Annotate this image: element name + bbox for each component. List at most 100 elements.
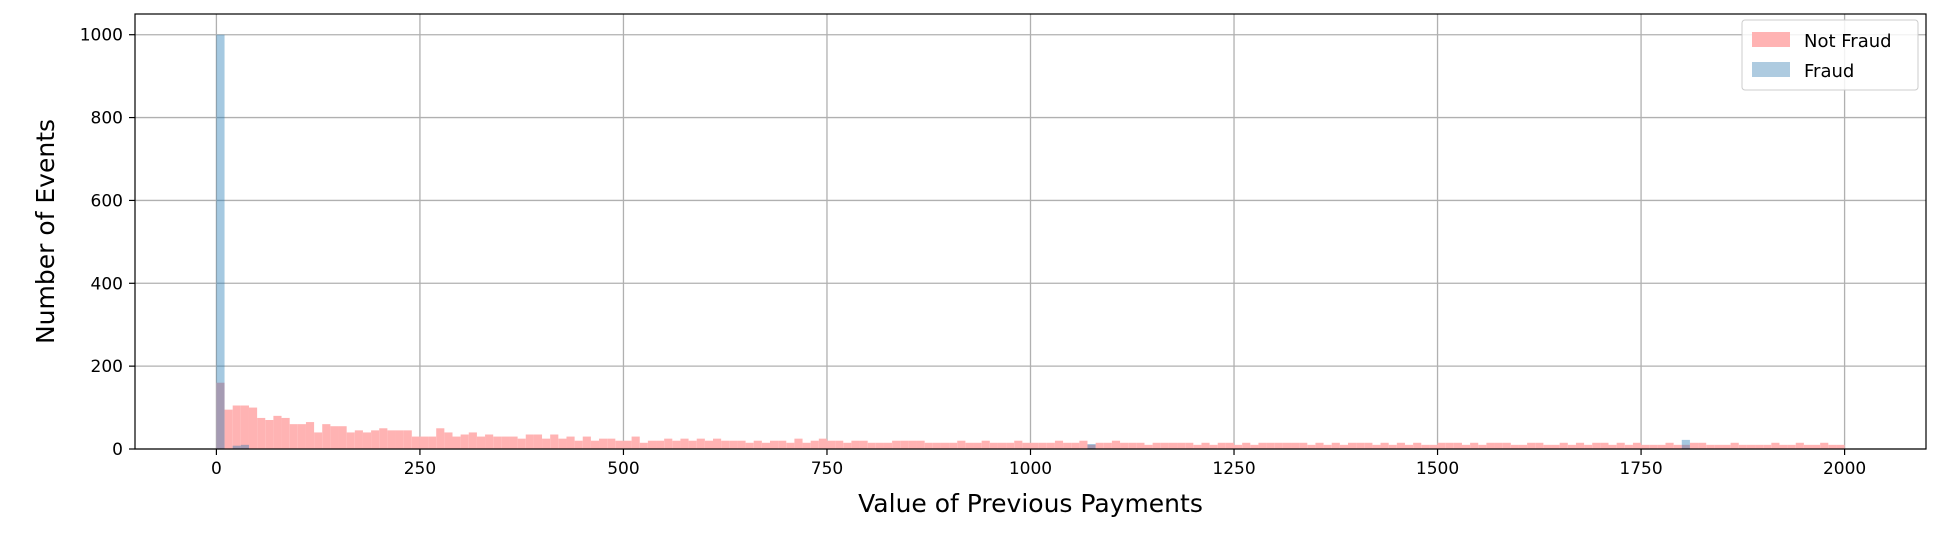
bar-not-fraud xyxy=(1812,444,1821,449)
bar-not-fraud xyxy=(965,442,974,449)
bar-not-fraud xyxy=(1242,442,1251,449)
bar-not-fraud xyxy=(1323,444,1332,449)
bar-not-fraud xyxy=(468,432,477,449)
bar-not-fraud xyxy=(810,440,819,449)
legend-swatch-not-fraud xyxy=(1752,32,1790,47)
bar-not-fraud xyxy=(1779,444,1788,449)
y-axis-ticks: 0 200 400 600 800 1000 xyxy=(80,26,135,460)
bar-not-fraud xyxy=(1388,444,1397,449)
bar-not-fraud xyxy=(411,436,420,449)
bar-not-fraud xyxy=(1795,442,1804,449)
bar-not-fraud xyxy=(607,438,616,449)
bar-not-fraud xyxy=(403,430,412,449)
bar-not-fraud xyxy=(826,440,836,449)
bar-not-fraud xyxy=(1543,444,1552,449)
bar-not-fraud xyxy=(1038,442,1047,449)
bar-not-fraud xyxy=(1087,444,1096,449)
bar-not-fraud xyxy=(590,440,600,449)
bar-not-fraud xyxy=(615,440,624,449)
bar-not-fraud xyxy=(1152,442,1161,449)
bar-not-fraud xyxy=(1046,442,1055,449)
bar-not-fraud xyxy=(721,440,730,449)
bar-not-fraud xyxy=(265,420,274,449)
bar-not-fraud xyxy=(1014,440,1023,449)
bar-not-fraud xyxy=(517,438,526,449)
y-tick-label: 800 xyxy=(91,109,123,129)
bar-not-fraud xyxy=(1478,444,1487,449)
bar-not-fraud xyxy=(1120,442,1129,449)
bar-not-fraud xyxy=(232,405,241,449)
bar-not-fraud xyxy=(314,432,323,449)
bar-not-fraud xyxy=(672,440,681,449)
bar-fraud xyxy=(240,444,249,449)
bar-not-fraud xyxy=(599,438,608,449)
legend: Not Fraud Fraud xyxy=(1741,19,1919,91)
bar-not-fraud xyxy=(1787,444,1796,449)
bar-not-fraud xyxy=(1209,444,1218,449)
bar-not-fraud xyxy=(1673,444,1682,449)
legend-label-not-fraud: Not Fraud xyxy=(1804,31,1892,52)
bar-not-fraud xyxy=(257,417,266,449)
bar-not-fraud xyxy=(989,442,998,449)
bar-not-fraud xyxy=(1755,444,1764,449)
bar-not-fraud xyxy=(704,440,714,449)
bar-not-fraud xyxy=(1111,440,1121,449)
x-axis-label: Value of Previous Payments xyxy=(858,489,1203,518)
bar-not-fraud xyxy=(1413,442,1422,449)
bar-not-fraud xyxy=(1063,442,1072,449)
bar-not-fraud xyxy=(981,440,990,449)
bar-not-fraud xyxy=(1657,444,1666,449)
bar-not-fraud xyxy=(216,382,225,449)
bar-not-fraud xyxy=(802,442,811,449)
bar-not-fraud xyxy=(1307,444,1316,449)
bar-not-fraud xyxy=(1624,444,1633,449)
bar-not-fraud xyxy=(1518,444,1528,449)
bar-not-fraud xyxy=(1698,442,1707,449)
bar-not-fraud xyxy=(338,426,347,449)
bar-not-fraud xyxy=(973,442,982,449)
series-not-fraud-bars xyxy=(216,382,1845,449)
bar-not-fraud xyxy=(542,438,551,449)
bar-not-fraud xyxy=(1331,442,1340,449)
bar-not-fraud xyxy=(1437,442,1446,449)
y-tick-label: 600 xyxy=(91,191,123,211)
bar-not-fraud xyxy=(550,434,559,449)
bar-not-fraud xyxy=(1820,442,1829,449)
bar-not-fraud xyxy=(387,430,396,449)
legend-swatch-fraud xyxy=(1752,62,1790,77)
bar-not-fraud xyxy=(664,438,673,449)
bar-not-fraud xyxy=(1160,442,1169,449)
bar-not-fraud xyxy=(1144,444,1153,449)
bar-not-fraud xyxy=(1730,442,1739,449)
bar-not-fraud xyxy=(1071,442,1080,449)
bar-not-fraud xyxy=(501,436,510,449)
bar-not-fraud xyxy=(574,440,583,449)
bar-not-fraud xyxy=(428,436,437,449)
bar-not-fraud xyxy=(281,417,290,449)
bar-not-fraud xyxy=(1136,442,1145,449)
bar-not-fraud xyxy=(745,442,754,449)
bar-not-fraud xyxy=(1177,442,1186,449)
bar-not-fraud xyxy=(1095,442,1104,449)
bar-not-fraud xyxy=(859,440,868,449)
bar-not-fraud xyxy=(1347,442,1357,449)
bar-not-fraud xyxy=(485,434,494,449)
bar-not-fraud xyxy=(1470,442,1479,449)
bar-not-fraud xyxy=(1616,442,1625,449)
bar-not-fraud xyxy=(778,440,787,449)
bar-not-fraud xyxy=(1404,444,1414,449)
bar-not-fraud xyxy=(566,436,575,449)
bar-not-fraud xyxy=(1291,442,1300,449)
bar-not-fraud xyxy=(1559,442,1568,449)
y-tick-label: 0 xyxy=(112,440,123,460)
y-tick-label: 1000 xyxy=(80,26,123,46)
bar-not-fraud xyxy=(647,440,657,449)
bar-fraud xyxy=(216,34,225,449)
bar-not-fraud xyxy=(493,436,502,449)
bar-not-fraud xyxy=(1282,442,1292,449)
bar-fraud xyxy=(232,445,241,449)
bar-not-fraud xyxy=(1722,444,1731,449)
bar-not-fraud xyxy=(1494,442,1503,449)
bar-not-fraud xyxy=(1234,444,1243,449)
bar-not-fraud xyxy=(1763,444,1772,449)
